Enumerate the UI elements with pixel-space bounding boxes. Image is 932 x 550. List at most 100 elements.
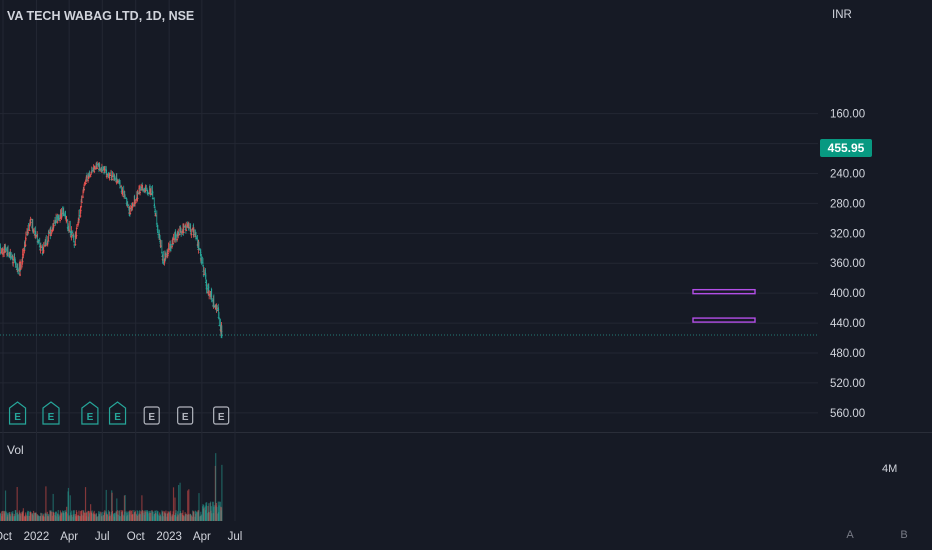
candle-body <box>149 194 152 196</box>
candle-body <box>119 186 121 188</box>
volume-bar <box>165 510 167 521</box>
candle-body <box>156 226 159 228</box>
earnings-marker-frame <box>143 406 160 425</box>
candle-body <box>175 239 177 241</box>
volume-bar <box>122 510 124 521</box>
candle-body <box>171 243 174 245</box>
volume-bar <box>88 513 91 521</box>
candle-body <box>65 219 68 221</box>
earnings-marker-label: E <box>48 412 55 423</box>
candle-body <box>114 179 116 181</box>
volume-bar <box>66 506 68 521</box>
volume-bar <box>27 510 29 521</box>
candle-body <box>73 244 76 246</box>
volume-bar <box>7 513 9 521</box>
candle-body <box>134 203 136 204</box>
candle-body <box>135 199 138 201</box>
candle-body <box>12 262 15 264</box>
candle-body <box>49 234 52 236</box>
candle-body <box>83 184 86 186</box>
candle-body <box>159 245 162 247</box>
volume-bar <box>50 511 52 521</box>
candle-body <box>170 247 172 248</box>
volume-bar <box>116 498 118 521</box>
volume-bar <box>38 515 40 521</box>
candle-body <box>198 248 200 250</box>
candle-body <box>85 180 88 182</box>
candle-body <box>216 309 219 311</box>
volume-bar <box>180 513 182 521</box>
earnings-marker-label: E <box>87 412 94 423</box>
candle-body <box>17 270 20 271</box>
volume-bar <box>25 514 27 521</box>
volume-bar <box>57 510 59 521</box>
volume-bar <box>178 485 180 521</box>
candle-body <box>29 225 31 226</box>
candle-body <box>147 193 149 194</box>
earnings-marker: E <box>81 401 99 425</box>
log-scale-button[interactable]: B <box>900 529 908 541</box>
y-tick-label: 160.00 <box>830 109 865 121</box>
volume-bar <box>107 510 110 521</box>
candle-body <box>68 229 71 231</box>
volume-bar <box>211 513 213 521</box>
volume-bar <box>4 490 7 521</box>
volume-bar <box>157 514 159 521</box>
volume-bar <box>40 513 42 521</box>
candle-body <box>126 204 129 206</box>
volume-bar <box>170 516 172 521</box>
candle-body <box>174 238 176 240</box>
volume-bar <box>45 486 47 521</box>
candle-body <box>111 178 113 180</box>
volume-bar <box>116 510 119 521</box>
volume-bar <box>185 513 187 521</box>
candle-body <box>98 169 101 171</box>
candle-body <box>47 233 50 235</box>
candle-body <box>81 201 83 203</box>
candle-body <box>136 193 139 195</box>
candle-body <box>79 215 82 217</box>
volume-bar <box>78 510 80 521</box>
x-tick-label: Oct <box>0 531 13 543</box>
candle-body <box>210 298 213 300</box>
volume-bar <box>69 495 71 521</box>
candle-body <box>4 250 7 252</box>
volume-bar <box>144 511 147 521</box>
candle-body <box>154 215 157 217</box>
candle-body <box>70 236 73 238</box>
candle-body <box>87 179 89 181</box>
candle-body <box>195 238 198 239</box>
candle-body <box>163 259 166 260</box>
volume-bar <box>53 512 55 521</box>
candle-body <box>171 245 173 247</box>
volume-bar <box>71 510 73 521</box>
volume-bar <box>105 489 107 521</box>
volume-bar <box>188 489 190 521</box>
chart-title: VA TECH WABAG LTD, 1D, NSE <box>7 9 195 23</box>
x-tick-label: Oct <box>127 531 146 543</box>
candle-body <box>203 274 205 275</box>
volume-bar <box>106 514 108 521</box>
candle-body <box>207 291 209 293</box>
volume-bar <box>216 507 218 521</box>
candle-body <box>181 232 184 234</box>
candle-body <box>95 168 97 169</box>
volume-bar <box>52 493 54 521</box>
candle-body <box>180 232 183 234</box>
candle-body <box>23 246 26 248</box>
volume-bar <box>179 482 181 521</box>
volume-bar <box>221 464 223 521</box>
candle-body <box>75 235 78 236</box>
candle-body <box>52 226 55 228</box>
volume-bar <box>127 511 129 521</box>
earnings-marker-frame <box>81 401 99 425</box>
x-tick-label: Jul <box>228 531 243 543</box>
volume-bar <box>114 513 116 521</box>
volume-bar <box>175 510 177 521</box>
candle-body <box>14 266 17 268</box>
earnings-marker-label: E <box>148 412 155 423</box>
volume-bar <box>198 493 200 521</box>
auto-scale-button[interactable]: A <box>846 529 854 541</box>
earnings-marker-frame <box>108 401 127 425</box>
